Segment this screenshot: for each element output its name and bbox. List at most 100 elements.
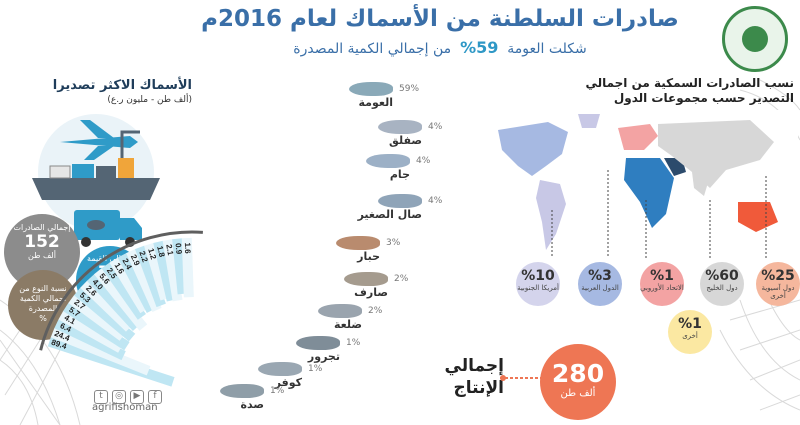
bar-3	[58, 310, 124, 353]
country-group-pct: %10	[521, 268, 555, 284]
fish-share-pct: 2%	[394, 274, 409, 284]
total-value-label: إجمالي القيمة	[87, 254, 133, 263]
country-group-circle: %25 دول آسيوية أخرى	[756, 262, 800, 306]
fish-icon	[318, 304, 362, 318]
europe-shape	[618, 124, 658, 150]
bar-value-label-19: 1.6	[183, 242, 192, 254]
bar-17	[162, 239, 183, 302]
fish-share-pct: 4%	[428, 122, 443, 132]
bar-6	[74, 287, 136, 342]
fish-icon	[366, 154, 410, 168]
country-group-label: دول الخليج	[706, 284, 738, 292]
bar-15	[144, 242, 171, 301]
fish-share-pct: 59%	[399, 84, 420, 94]
country-group-pct: %25	[761, 268, 795, 284]
fish-name: العومة	[358, 96, 394, 109]
bar-0	[47, 336, 175, 387]
bar-1	[50, 327, 151, 376]
bar-12	[117, 252, 156, 314]
fish-icon	[296, 336, 340, 350]
total-exports-value: 152	[24, 232, 60, 252]
export-transport-illustration	[32, 114, 160, 247]
airplane-icon	[60, 120, 138, 160]
bar-8	[86, 274, 141, 331]
fish-name: صال الصغير	[357, 208, 422, 221]
bar-13	[126, 249, 162, 312]
page-subtitle: شكلت العومة 59% من إجمالي الكمية المصدرة	[160, 38, 720, 57]
cargo-ship-icon	[32, 130, 160, 200]
fish-share-pct: 1%	[346, 338, 361, 348]
world-map	[488, 110, 798, 270]
bar-value-label-18: 0.9	[173, 243, 183, 256]
total-exports-label: إجمالي الصادرات	[13, 223, 71, 232]
bars-outer-arc	[39, 230, 203, 351]
top-fish-title: الأسماك الاكثر تصديرا	[52, 78, 192, 93]
fish-share-pct: 3%	[386, 238, 401, 248]
country-group-pct: %1	[678, 316, 702, 332]
fish-icon	[220, 384, 264, 398]
country-group-label: أمريكا الجنوبية	[517, 284, 559, 292]
facebook-icon[interactable]: f	[148, 390, 162, 404]
country-group-label: الدول العربية	[581, 284, 619, 292]
production-circle: 280 ألف طن	[540, 344, 616, 420]
total-exports-unit: ألف طن	[28, 251, 56, 260]
production-unit: ألف طن	[560, 388, 596, 399]
bar-4	[63, 302, 130, 351]
africa-shape	[624, 158, 674, 228]
fish-icon	[344, 272, 388, 286]
ratio-legend-label: نسبة النوع من اجمالي الكمية المصدرة	[19, 284, 67, 313]
bar-value-label-16: 1.8	[155, 245, 166, 258]
country-group-circle: %10 أمريكا الجنوبية	[516, 262, 560, 306]
country-group-circle: %1 الاتحاد الأوروبي	[640, 262, 684, 306]
fish-name: صفلق	[389, 134, 422, 147]
country-group-circle: %1 أخرى	[668, 310, 712, 354]
bar-2	[54, 319, 126, 361]
bar-19	[181, 237, 194, 298]
fish-share-pct: 1%	[270, 386, 285, 396]
fish-icon	[378, 194, 422, 208]
south-america-shape	[536, 180, 566, 250]
fish-icon	[336, 236, 380, 250]
fish-share-pct: 2%	[368, 306, 383, 316]
country-group-pct: %60	[705, 268, 739, 284]
fish-icon	[258, 362, 302, 376]
twitter-icon[interactable]: t	[94, 390, 108, 404]
youtube-icon[interactable]: ▶	[130, 390, 144, 404]
country-group-label: أخرى	[682, 332, 698, 340]
country-group-label: دول آسيوية أخرى	[761, 284, 795, 300]
bar-value-label-15: 1.2	[146, 247, 158, 261]
country-group-label: الاتحاد الأوروبي	[640, 284, 684, 292]
country-group-pct: %1	[650, 268, 674, 284]
instagram-icon[interactable]: ◎	[112, 390, 126, 404]
bar-14	[134, 245, 166, 308]
subtitle-suffix: من إجمالي الكمية المصدرة	[293, 41, 452, 57]
greenland-shape	[578, 114, 600, 128]
bar-11	[109, 257, 149, 314]
map-title: نسب الصادرات السمكية من اجمالي التصدير ح…	[585, 76, 794, 105]
south-asia-shape	[692, 172, 710, 196]
production-label: إجمالي الإنتاج	[444, 356, 504, 398]
country-group-pct: %3	[588, 268, 612, 284]
bar-18	[172, 238, 188, 295]
ratio-legend-symbol: %	[39, 314, 47, 323]
ministry-emblem-logo	[722, 6, 788, 72]
bar-10	[101, 262, 146, 320]
production-connector	[500, 375, 544, 381]
page-title: صادرات السلطنة من الأسماك لعام 2016م	[201, 6, 679, 32]
fish-share-pct: 1%	[308, 364, 323, 374]
fish-share-pct: 4%	[416, 156, 431, 166]
fish-share-pct: 4%	[428, 196, 443, 206]
fish-name: جام	[389, 168, 410, 181]
australia-shape	[738, 202, 778, 232]
fish-name: كوفر	[274, 376, 302, 389]
country-group-circle: %3 الدول العربية	[578, 262, 622, 306]
bar-7	[80, 280, 133, 332]
social-handle: agrifishoman	[92, 402, 158, 413]
fish-name: تجرور	[307, 350, 340, 363]
north-america-shape	[498, 122, 568, 176]
social-icons: t ◎ ▶ f	[92, 383, 164, 404]
fish-icon	[349, 82, 393, 96]
fish-name: صدة	[240, 398, 264, 411]
bar-9	[94, 268, 148, 331]
